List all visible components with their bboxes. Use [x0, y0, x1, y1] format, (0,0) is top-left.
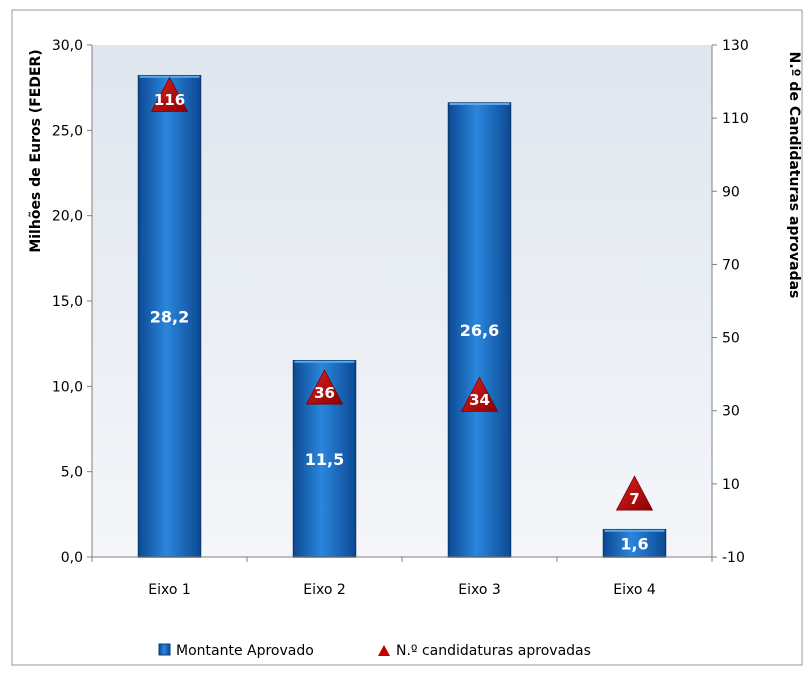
y-axis-title: Milhões de Euros (FEDER) [28, 49, 44, 252]
legend-label-bar: Montante Aprovado [176, 643, 314, 659]
legend-label-marker: N.º candidaturas aprovadas [396, 643, 591, 659]
bar [137, 74, 202, 558]
marker-triangle [150, 76, 189, 112]
y-tick-label: 15,0 [52, 294, 83, 310]
y-tick-label: 5,0 [61, 465, 83, 481]
bar-data-label: 11,5 [305, 450, 344, 469]
y2-tick-label: 130 [722, 38, 749, 54]
legend-swatch-bar [158, 643, 171, 656]
x-tick-label: Eixo 3 [458, 582, 501, 598]
y-tick-label: 0,0 [61, 550, 83, 566]
bar-data-label: 1,6 [620, 534, 648, 553]
bar-data-label: 28,2 [150, 307, 189, 326]
y2-tick-label: 30 [722, 404, 740, 420]
y-tick-label: 10,0 [52, 379, 83, 395]
marker-triangle [305, 369, 344, 405]
y2-tick-label: -10 [722, 550, 745, 566]
y2-tick-label: 110 [722, 111, 749, 127]
marker-data-label: 7 [629, 490, 639, 508]
marker-data-label: 116 [154, 91, 185, 109]
x-tick-label: Eixo 1 [148, 582, 191, 598]
marker-data-label: 34 [469, 391, 490, 409]
y-tick-label: 30,0 [52, 38, 83, 54]
legend-swatch-marker [378, 645, 390, 656]
marker-data-label: 36 [314, 384, 335, 402]
bar [447, 102, 512, 558]
bar-data-label: 26,6 [460, 321, 499, 340]
legend: Montante Aprovado N.º candidaturas aprov… [158, 643, 591, 659]
y2-tick-label: 50 [722, 331, 740, 347]
outer-border [11, 9, 803, 666]
x-tick-label: Eixo 2 [303, 582, 346, 598]
y-tick-label: 25,0 [52, 123, 83, 139]
y-tick-label: 20,0 [52, 209, 83, 225]
y2-tick-label: 70 [722, 257, 740, 273]
y2-axis-title: N.º de Candidaturas aprovadas [786, 52, 802, 299]
marker-triangle [460, 376, 499, 412]
y2-tick-label: 10 [722, 477, 740, 493]
marker-triangle [615, 475, 654, 511]
y2-tick-label: 90 [722, 184, 740, 200]
x-tick-label: Eixo 4 [613, 582, 656, 598]
